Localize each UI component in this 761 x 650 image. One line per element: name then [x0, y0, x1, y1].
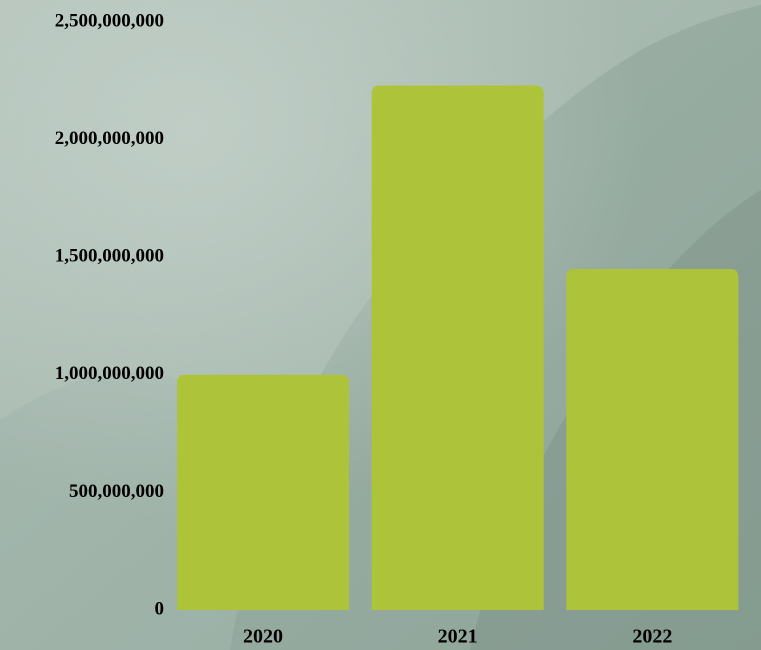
- bar-2020: [177, 374, 349, 610]
- x-tick-label: 2021: [438, 626, 478, 648]
- y-axis: 0 500,000,000 1,000,000,000 1,500,000,000 2,…: [55, 10, 164, 619]
- y-tick-label: 1,000,000,000: [55, 363, 164, 384]
- bar-2022: [566, 268, 739, 610]
- x-tick-label: 2022: [632, 626, 672, 648]
- y-tick-label: 500,000,000: [69, 481, 164, 502]
- bar-2021: [371, 85, 544, 610]
- y-tick-label: 0: [155, 598, 165, 619]
- bars: [177, 85, 739, 610]
- x-axis: 2020 2021 2022: [243, 626, 672, 648]
- y-tick-label: 1,500,000,000: [55, 246, 164, 267]
- y-tick-label: 2,500,000,000: [55, 10, 164, 31]
- y-tick-label: 2,000,000,000: [55, 128, 164, 149]
- x-tick-label: 2020: [243, 626, 283, 648]
